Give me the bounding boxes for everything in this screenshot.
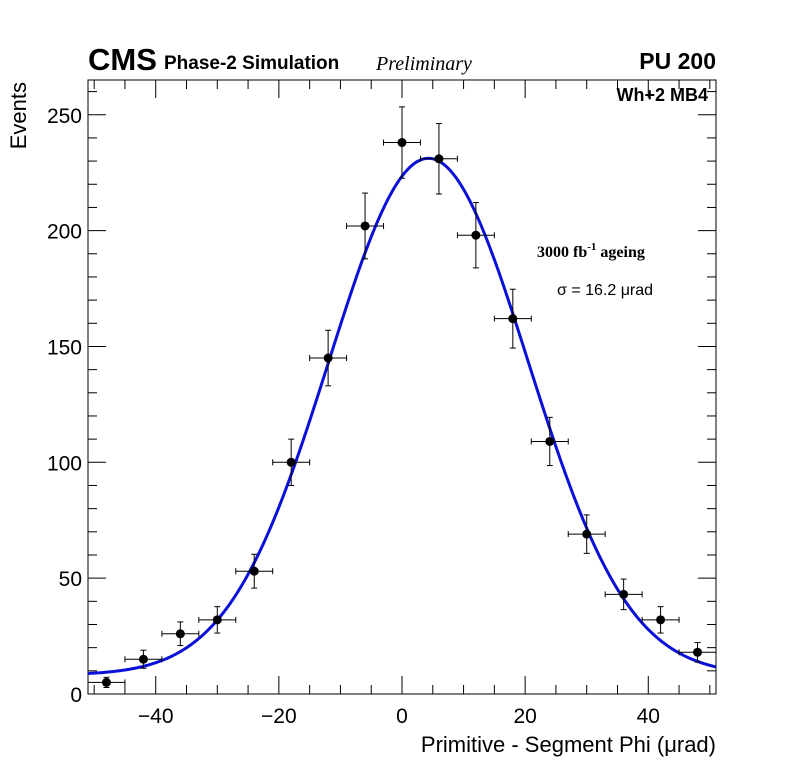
data-marker xyxy=(656,615,666,625)
data-point xyxy=(567,514,606,554)
y-tick-label: 100 xyxy=(47,452,82,475)
x-axis-title: Primitive - Segment Phi (μrad) xyxy=(421,732,716,757)
y-axis-title: Events xyxy=(6,82,31,149)
data-point xyxy=(346,192,385,260)
ageing-main: 3000 fb xyxy=(537,244,587,261)
data-marker xyxy=(545,436,555,446)
data-marker xyxy=(249,566,259,576)
ageing-superscript: -1 xyxy=(587,241,596,253)
data-marker xyxy=(138,654,148,664)
data-marker xyxy=(286,457,296,467)
y-tick-label: 250 xyxy=(47,105,82,128)
data-marker xyxy=(323,353,333,363)
data-point xyxy=(309,329,348,387)
data-points xyxy=(87,106,717,689)
data-marker xyxy=(619,589,629,599)
data-marker xyxy=(434,154,444,164)
data-point xyxy=(493,288,532,349)
data-marker xyxy=(175,629,185,639)
y-tick-label: 150 xyxy=(47,336,82,359)
data-marker xyxy=(101,677,111,687)
data-point xyxy=(272,438,311,486)
data-marker xyxy=(397,138,407,148)
data-point xyxy=(604,578,643,611)
y-tick-label: 200 xyxy=(47,221,82,244)
x-axis: −40 −20 0 20 40 xyxy=(93,80,711,728)
data-point xyxy=(530,416,569,467)
data-marker xyxy=(508,314,518,324)
pileup-label: PU 200 xyxy=(639,48,716,74)
data-marker xyxy=(212,615,222,625)
x-tick-label: 0 xyxy=(396,705,408,728)
ageing-label: 3000 fb-1 ageing xyxy=(537,241,645,261)
cms-label: CMS xyxy=(88,42,157,77)
y-axis: 0 50 100 150 200 250 xyxy=(47,91,716,707)
data-point xyxy=(641,606,680,634)
data-point xyxy=(198,606,237,634)
data-marker xyxy=(582,529,592,539)
data-marker xyxy=(693,647,703,657)
y-tick-label: 50 xyxy=(59,568,82,591)
ageing-rest: ageing xyxy=(596,244,644,261)
data-point xyxy=(124,649,163,669)
station-label: Wh+2 MB4 xyxy=(616,85,708,105)
data-point xyxy=(383,106,421,179)
x-tick-label: 20 xyxy=(513,705,536,728)
data-point xyxy=(161,621,200,647)
x-tick-label: 40 xyxy=(637,705,660,728)
y-tick-label: 0 xyxy=(70,684,82,707)
phase2-simulation-label: Phase-2 Simulation xyxy=(164,53,339,74)
data-marker xyxy=(471,230,481,240)
data-point xyxy=(87,676,126,689)
data-point xyxy=(678,642,717,663)
data-point xyxy=(456,202,495,269)
sigma-label: σ = 16.2 μrad xyxy=(557,282,653,299)
data-point xyxy=(235,553,274,589)
data-marker xyxy=(360,221,370,231)
x-tick-label: −40 xyxy=(138,705,174,728)
data-point xyxy=(419,123,458,195)
x-tick-label: −20 xyxy=(261,705,297,728)
preliminary-label: Preliminary xyxy=(375,53,472,75)
